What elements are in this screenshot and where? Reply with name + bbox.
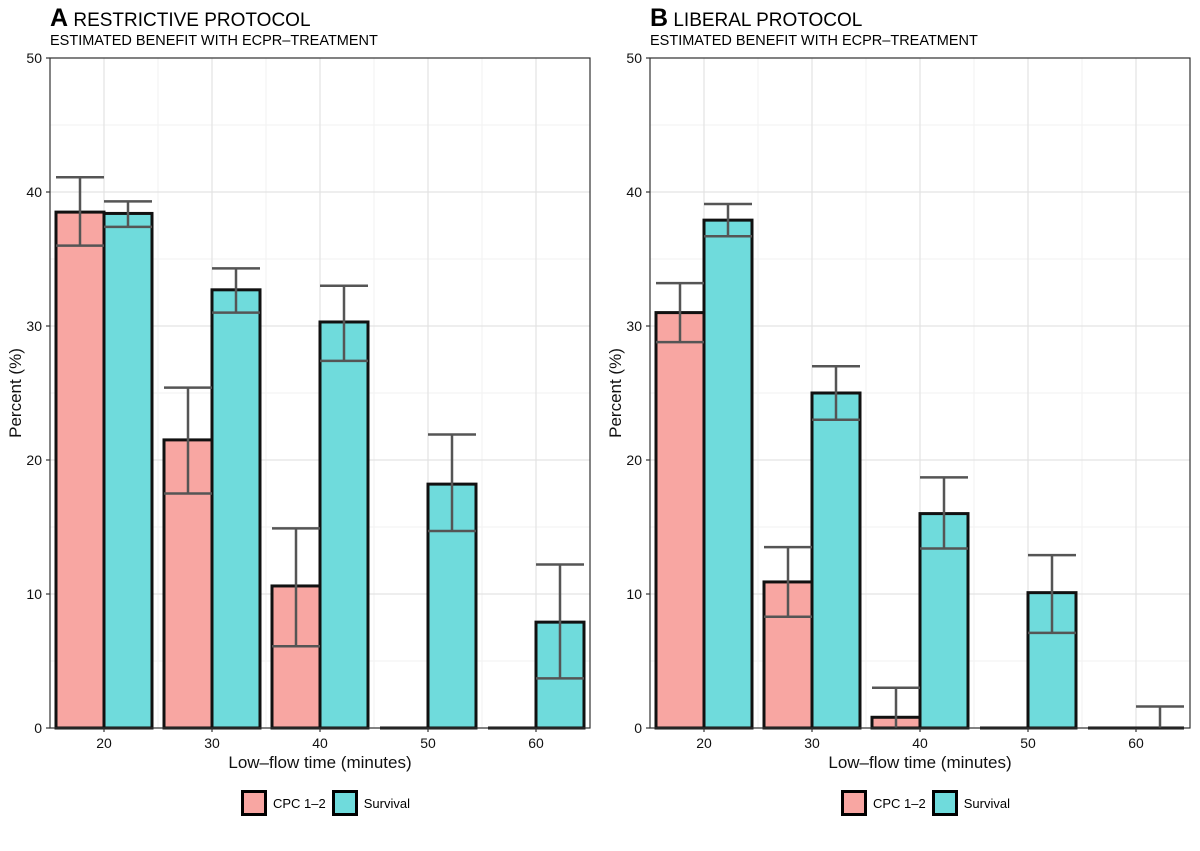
x-tick-label: 40 xyxy=(912,735,928,751)
x-axis-title: Low–flow time (minutes) xyxy=(228,753,411,772)
chart-title: B LIBERAL PROTOCOL xyxy=(650,4,862,33)
bar-survival xyxy=(210,288,262,730)
title-text: RESTRICTIVE PROTOCOL xyxy=(73,10,311,31)
bar-survival xyxy=(102,211,154,730)
y-tick-label: 0 xyxy=(34,720,42,736)
x-tick-label: 30 xyxy=(804,735,820,751)
x-tick-label: 30 xyxy=(204,735,220,751)
x-tick-label: 60 xyxy=(528,735,544,751)
y-tick-label: 40 xyxy=(26,184,42,200)
bar-survival xyxy=(810,391,862,730)
error-bar xyxy=(212,267,260,314)
legend: CPC 1–2 Survival xyxy=(241,790,416,816)
legend-key-survival xyxy=(331,790,358,816)
error-bar xyxy=(272,527,320,648)
legend-item-survival: Survival xyxy=(331,790,410,816)
legend-label-survival: Survival xyxy=(963,795,1010,811)
bar-survival xyxy=(318,320,370,730)
x-axis-title: Low–flow time (minutes) xyxy=(828,753,1011,772)
y-tick-label: 40 xyxy=(626,184,642,200)
panel-restrictive: A RESTRICTIVE PROTOCOL ESTIMATED BENEFIT… xyxy=(6,4,591,816)
title-text: LIBERAL PROTOCOL xyxy=(673,10,863,31)
error-bar xyxy=(164,386,212,495)
error-bar xyxy=(56,176,104,247)
error-bar xyxy=(920,476,968,550)
error-bar xyxy=(320,284,368,363)
plot-area: 0 10 20 30 40 50 20 30 40 50 60 Low–flow time (minu… xyxy=(6,50,591,772)
x-tick-label: 20 xyxy=(696,735,712,751)
x-tick-label: 40 xyxy=(312,735,328,751)
y-tick-label: 10 xyxy=(26,586,42,602)
panel-liberal: B LIBERAL PROTOCOL ESTIMATED BENEFIT WIT… xyxy=(600,0,1200,851)
chart-title: A RESTRICTIVE PROTOCOL xyxy=(50,4,311,33)
bar-cpc xyxy=(654,311,706,730)
legend-item-cpc: CPC 1–2 xyxy=(841,790,926,816)
y-axis-title: Percent (%) xyxy=(606,348,625,438)
error-bar xyxy=(764,545,812,619)
error-bar xyxy=(872,686,920,728)
x-tick-label: 50 xyxy=(420,735,436,751)
y-tick-label: 0 xyxy=(634,720,642,736)
y-tick-label: 20 xyxy=(26,452,42,468)
legend-key-survival xyxy=(931,790,958,816)
error-bar xyxy=(104,200,152,229)
legend-label-cpc: CPC 1–2 xyxy=(273,795,326,811)
y-tick-label: 20 xyxy=(626,452,642,468)
chart-subtitle: ESTIMATED BENEFIT WITH ECPR–TREATMENT xyxy=(50,33,378,49)
y-tick-label: 50 xyxy=(626,50,642,66)
panel-letter: B xyxy=(650,4,669,32)
y-tick-label: 10 xyxy=(626,586,642,602)
x-tick-label: 20 xyxy=(96,735,112,751)
y-tick-label: 50 xyxy=(26,50,42,66)
error-bar xyxy=(656,281,704,344)
error-bar xyxy=(812,364,860,422)
legend-item-cpc: CPC 1–2 xyxy=(241,790,326,816)
plot-area: 0 10 20 30 40 50 20 30 40 50 60 Low–flow time (minu… xyxy=(606,50,1191,772)
chart-subtitle: ESTIMATED BENEFIT WITH ECPR–TREATMENT xyxy=(650,33,978,49)
error-bar xyxy=(1136,705,1184,728)
legend-label-survival: Survival xyxy=(363,795,410,811)
x-tick-label: 50 xyxy=(1020,735,1036,751)
error-bar xyxy=(428,433,476,533)
bar-cpc xyxy=(54,210,106,730)
y-tick-label: 30 xyxy=(626,318,642,334)
legend-item-survival: Survival xyxy=(931,790,1010,816)
legend: CPC 1–2 Survival xyxy=(841,790,1016,816)
panel-letter: A xyxy=(50,4,69,32)
error-bar xyxy=(704,202,752,238)
y-axis-title: Percent (%) xyxy=(6,348,25,438)
y-tick-label: 30 xyxy=(26,318,42,334)
legend-key-cpc xyxy=(241,790,267,816)
legend-label-cpc: CPC 1–2 xyxy=(873,795,926,811)
bar-survival xyxy=(702,218,754,730)
legend-key-cpc xyxy=(841,790,867,816)
error-bar xyxy=(536,563,584,680)
error-bar xyxy=(1028,553,1076,635)
x-tick-label: 60 xyxy=(1128,735,1144,751)
